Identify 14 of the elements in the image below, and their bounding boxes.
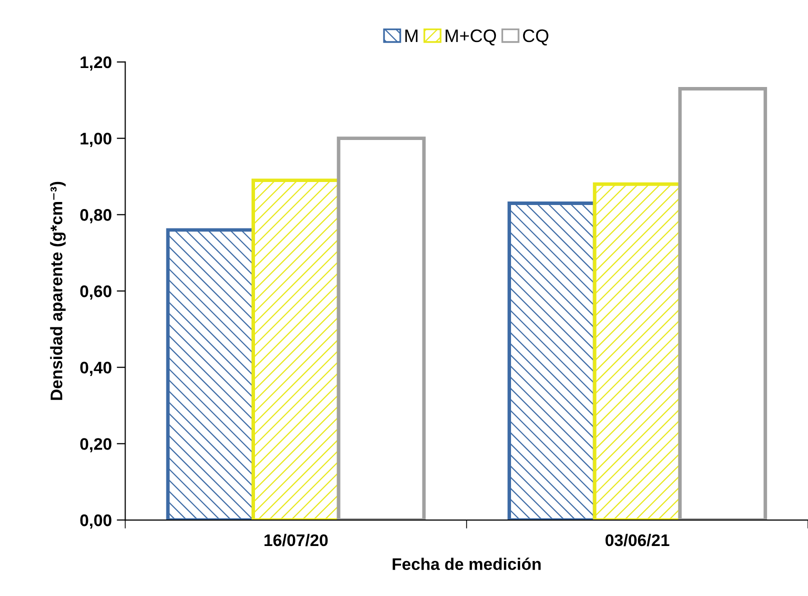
y-tick-label: 0,80 (80, 209, 112, 224)
y-tick-label: 0,20 (80, 438, 112, 452)
y-tick-label: 1,20 (80, 56, 112, 71)
y-tick-label: 0,00 (80, 514, 112, 529)
y-tick-label: 1,00 (80, 132, 112, 147)
legend-label: M (405, 30, 418, 42)
legend-label: CQ (523, 29, 548, 46)
x-tick-label: 03/06/21 (606, 534, 670, 546)
y-axis-title: Densidad aparente (g*cm⁻³) (50, 182, 66, 400)
legend-label: M+CQ (446, 29, 496, 46)
x-axis-title: Fecha de medición (392, 558, 541, 570)
y-tick-label: 0,40 (80, 362, 112, 376)
y-tick-label: 0,60 (80, 285, 112, 300)
x-tick-label: 16/07/20 (264, 534, 328, 546)
